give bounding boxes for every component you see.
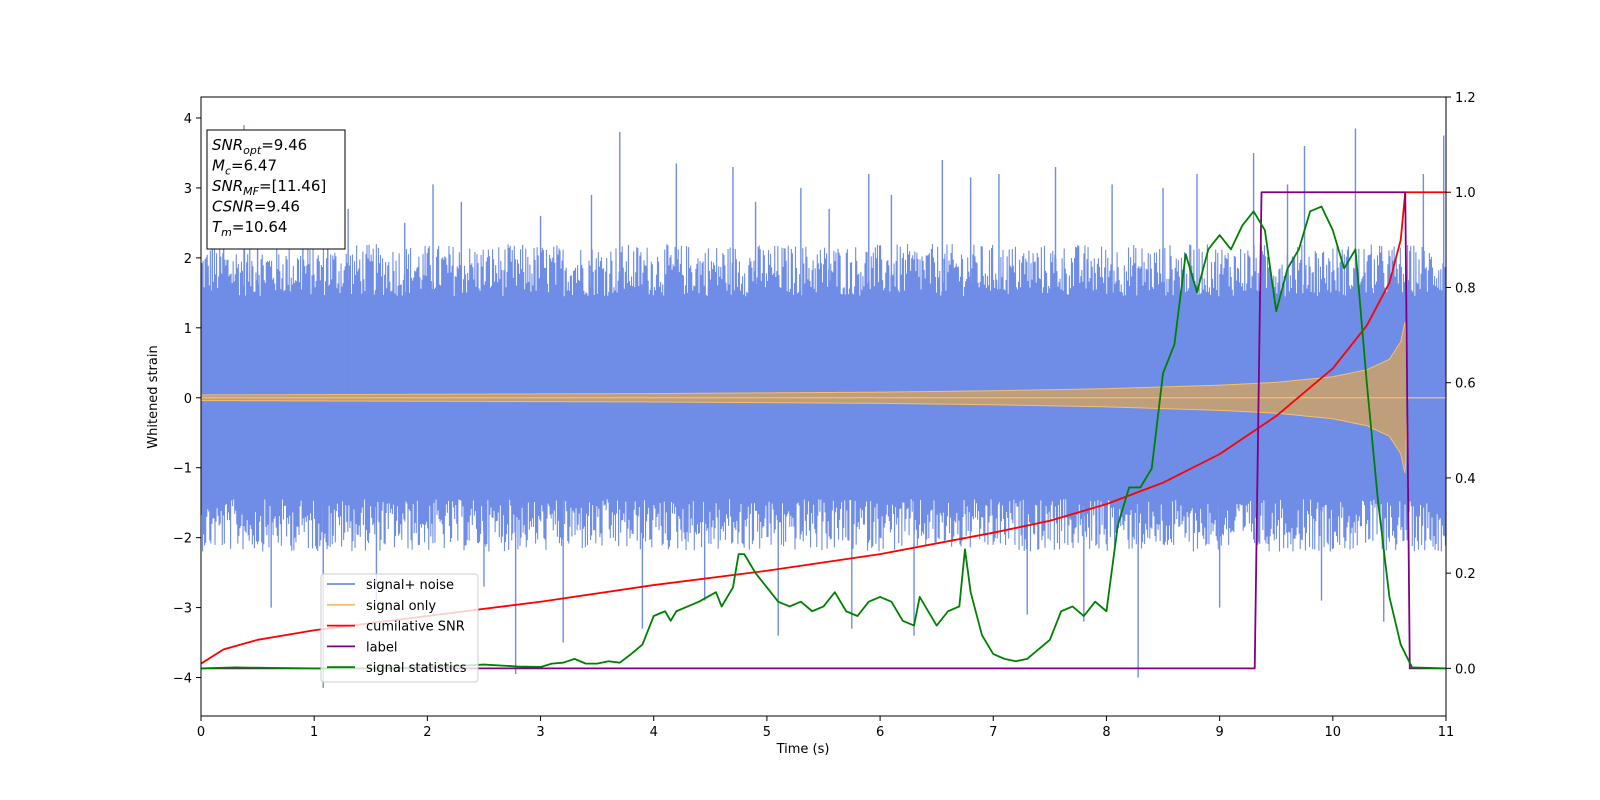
x-tick-label: 1 xyxy=(310,725,318,740)
plot-area xyxy=(201,124,1446,689)
y-left-tick-label: 0 xyxy=(184,392,192,407)
x-tick-label: 6 xyxy=(876,725,884,740)
x-tick-label: 10 xyxy=(1325,725,1342,740)
info-box-line: SNRopt=9.46 xyxy=(212,136,307,157)
legend: signal+ noise signal only cumilative SNR la… xyxy=(320,573,479,683)
x-tick-label: 11 xyxy=(1438,725,1455,740)
legend-label: label xyxy=(366,640,397,655)
info-box-frame xyxy=(206,129,346,250)
y-right-tick-label: 0.6 xyxy=(1455,377,1476,392)
info-box-line: Mc=6.47 xyxy=(212,157,277,178)
y-right-tick-label: 0.0 xyxy=(1455,662,1476,677)
x-tick-label: 0 xyxy=(197,725,205,740)
x-tick-label: 4 xyxy=(650,725,658,740)
y-left-tick-label: −3 xyxy=(173,602,192,617)
legend-label: signal+ noise xyxy=(366,578,454,593)
y-left-tick-label: −4 xyxy=(173,672,192,687)
x-tick-label: 2 xyxy=(423,725,431,740)
legend-frame xyxy=(320,573,479,683)
y-left-tick-label: 2 xyxy=(184,252,192,267)
plot-layer xyxy=(201,124,1446,689)
axes-layer: 0 1 2 3 4 5 6 7 8 9 10 11 −4 −3 −2 −1 0 1 2 3 4 0.0 0.2 0.4 0.6 0… xyxy=(173,91,1476,740)
x-tick-label: 5 xyxy=(763,725,771,740)
x-axis-label: Time (s) xyxy=(776,742,830,757)
y-axis-label: Whitened strain xyxy=(146,345,161,448)
legend-label: cumilative SNR xyxy=(366,620,465,635)
legend-label: signal only xyxy=(366,599,436,614)
y-right-tick-label: 0.2 xyxy=(1455,567,1476,582)
y-left-tick-label: −1 xyxy=(173,462,192,477)
y-right-tick-label: 0.4 xyxy=(1455,472,1476,487)
info-box: SNRopt=9.46Mc=6.47SNRMF=[11.46]CSNR=9.46… xyxy=(206,129,346,250)
y-left-tick-label: 1 xyxy=(184,322,192,337)
plot-frame xyxy=(200,96,1447,717)
x-tick-label: 7 xyxy=(989,725,997,740)
info-box-line: CSNR=9.46 xyxy=(212,198,300,216)
y-right-tick-label: 0.8 xyxy=(1455,281,1476,296)
y-right-tick-label: 1.0 xyxy=(1455,186,1476,201)
x-tick-label: 9 xyxy=(1215,725,1223,740)
series-signal-statistics-line xyxy=(201,205,1446,670)
series-signal-noise-line xyxy=(201,243,1446,552)
info-box-line: Tm=10.64 xyxy=(212,218,287,239)
legend-label: signal statistics xyxy=(366,661,467,676)
y-right-tick-label: 1.2 xyxy=(1455,91,1476,106)
info-box-line: SNRMF=[11.46] xyxy=(212,177,326,198)
y-left-tick-label: −2 xyxy=(173,532,192,547)
y-left-tick-label: 4 xyxy=(184,112,192,127)
x-tick-label: 8 xyxy=(1102,725,1110,740)
y-left-tick-label: 3 xyxy=(184,182,192,197)
x-tick-label: 3 xyxy=(536,725,544,740)
